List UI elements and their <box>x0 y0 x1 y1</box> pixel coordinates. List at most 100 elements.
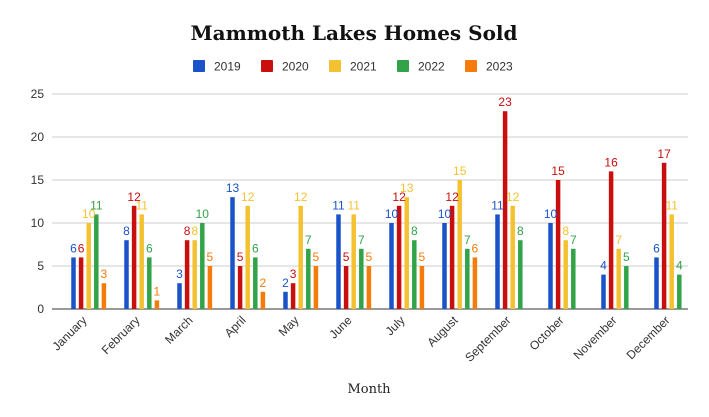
bar <box>139 214 144 309</box>
data-label: 12 <box>127 190 141 204</box>
bar <box>563 240 568 309</box>
bar <box>608 171 614 309</box>
x-axis-ticks: January February March April May June July Augu… <box>50 313 673 365</box>
bar <box>389 223 394 309</box>
data-label: 6 <box>70 241 77 255</box>
data-label: 16 <box>604 155 618 169</box>
bar <box>449 205 455 309</box>
data-label: 5 <box>623 250 630 264</box>
x-tick-label: August <box>424 313 461 350</box>
bar <box>306 248 311 309</box>
bar <box>290 283 296 309</box>
data-label: 7 <box>305 233 312 247</box>
bar <box>510 205 515 309</box>
x-tick-label: March <box>162 313 195 346</box>
data-label: 2 <box>260 276 267 290</box>
y-tick-label: 20 <box>31 130 45 144</box>
y-tick-label: 15 <box>31 173 45 187</box>
bar <box>457 180 462 309</box>
bar <box>518 240 523 309</box>
data-label: 8 <box>517 224 524 238</box>
x-tick-label: September <box>462 313 513 364</box>
bar <box>184 240 190 309</box>
data-label: 10 <box>196 207 210 221</box>
legend-label: 2022 <box>418 60 445 74</box>
bar <box>71 257 76 309</box>
bar <box>669 214 674 309</box>
bar <box>343 266 349 309</box>
x-tick-label: November <box>571 313 620 362</box>
data-label: 15 <box>453 164 467 178</box>
x-tick-label: December <box>624 313 673 362</box>
legend-swatch <box>261 60 273 72</box>
data-label: 6 <box>252 241 259 255</box>
data-label: 11 <box>135 198 148 212</box>
legend-label: 2021 <box>350 60 377 74</box>
data-label: 8 <box>123 224 130 238</box>
bar <box>548 223 553 309</box>
bar <box>359 248 364 309</box>
data-label: 17 <box>657 147 671 161</box>
bar <box>336 214 341 309</box>
bar <box>230 197 235 309</box>
bar <box>571 248 576 309</box>
bar <box>502 111 508 309</box>
data-label: 15 <box>551 164 565 178</box>
bars <box>71 111 682 309</box>
bar <box>495 214 500 309</box>
bar <box>154 300 160 309</box>
data-label: 6 <box>78 241 85 255</box>
data-label: 11 <box>491 198 504 212</box>
legend-swatch <box>465 60 477 72</box>
legend: 2019 2020 2021 2022 2023 <box>193 60 513 74</box>
bar <box>192 240 197 309</box>
grid-lines <box>52 93 688 310</box>
data-label: 8 <box>184 224 191 238</box>
data-label: 5 <box>343 250 350 264</box>
data-label: 11 <box>90 198 103 212</box>
bar <box>654 257 659 309</box>
bar <box>601 274 606 309</box>
data-label: 13 <box>226 181 240 195</box>
data-label: 12 <box>445 190 459 204</box>
bar <box>147 257 152 309</box>
bar <box>313 266 319 309</box>
y-tick-label: 25 <box>31 87 45 101</box>
data-label: 3 <box>290 267 297 281</box>
data-label: 11 <box>332 198 345 212</box>
bar <box>124 240 129 309</box>
data-label: 12 <box>392 190 406 204</box>
bar <box>412 240 417 309</box>
data-label: 13 <box>400 181 414 195</box>
data-label: 8 <box>191 224 198 238</box>
bar <box>442 223 447 309</box>
bar <box>131 205 137 309</box>
data-label: 2 <box>282 276 289 290</box>
data-label: 6 <box>653 241 660 255</box>
x-tick-label: February <box>99 313 143 357</box>
data-label: 10 <box>544 207 558 221</box>
bar <box>351 214 356 309</box>
data-label: 5 <box>237 250 244 264</box>
x-tick-label: June <box>326 313 355 342</box>
data-label: 1 <box>154 284 161 298</box>
data-label: 6 <box>146 241 153 255</box>
bar <box>86 223 91 309</box>
bar <box>245 205 250 309</box>
bar <box>616 248 621 309</box>
bar <box>465 248 470 309</box>
legend-swatch <box>193 60 205 72</box>
data-label: 12 <box>506 190 520 204</box>
data-label: 3 <box>176 267 183 281</box>
x-tick-label: July <box>383 313 408 338</box>
data-label: 10 <box>438 207 452 221</box>
bar <box>677 274 682 309</box>
data-label: 8 <box>562 224 569 238</box>
bar <box>404 197 409 309</box>
bar <box>396 205 402 309</box>
bar <box>101 283 107 309</box>
bar <box>94 214 99 309</box>
data-label: 10 <box>82 207 96 221</box>
bar <box>207 266 213 309</box>
